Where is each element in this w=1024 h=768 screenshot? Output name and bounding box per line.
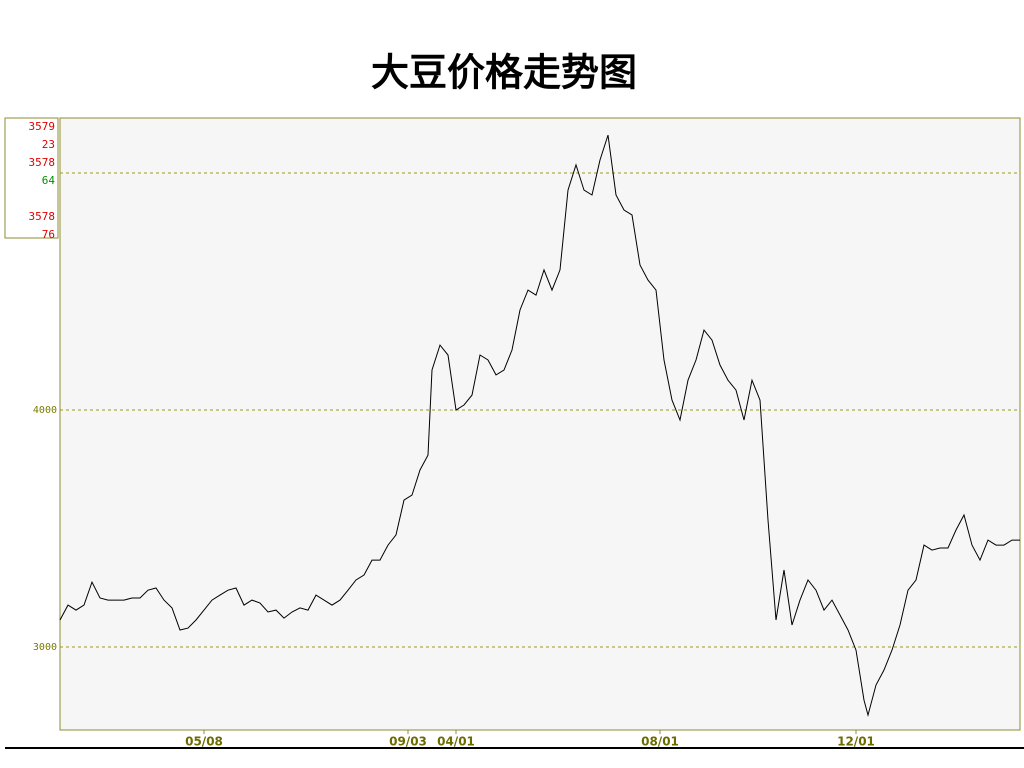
chart-title: 大豆价格走势图	[371, 50, 637, 95]
info-value: 76	[42, 228, 55, 241]
x-tick-label: 08/01	[641, 735, 679, 749]
x-tick-label: 09/03	[389, 735, 427, 749]
info-value: 23	[42, 138, 55, 151]
x-tick-label: 05/08	[185, 735, 223, 749]
x-tick-label: 12/01	[837, 735, 875, 749]
info-value: 64	[42, 174, 56, 187]
info-value: 3579	[29, 120, 56, 133]
info-value: 3578	[29, 210, 56, 223]
info-value: 3578	[29, 156, 56, 169]
y-tick-label: 4000	[33, 405, 57, 416]
x-tick-label: 04/01	[437, 735, 475, 749]
price-line	[59, 134, 1020, 718]
info-box	[4, 117, 59, 239]
plot-area	[59, 117, 1021, 731]
y-tick-label: 3000	[33, 642, 57, 653]
